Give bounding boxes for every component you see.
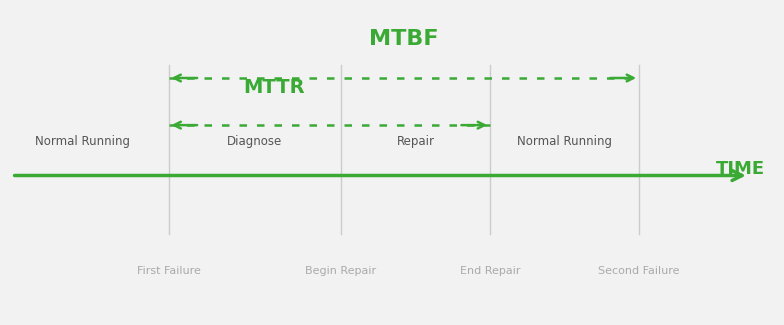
Text: Repair: Repair [397,135,434,148]
Text: Second Failure: Second Failure [598,266,680,277]
Text: Normal Running: Normal Running [34,135,130,148]
Text: Begin Repair: Begin Repair [306,266,376,277]
Text: MTBF: MTBF [369,29,438,49]
Text: TIME: TIME [717,160,765,178]
Text: Normal Running: Normal Running [517,135,612,148]
Text: Diagnose: Diagnose [227,135,282,148]
Text: MTTR: MTTR [244,78,305,97]
Text: First Failure: First Failure [136,266,201,277]
Text: End Repair: End Repair [459,266,521,277]
